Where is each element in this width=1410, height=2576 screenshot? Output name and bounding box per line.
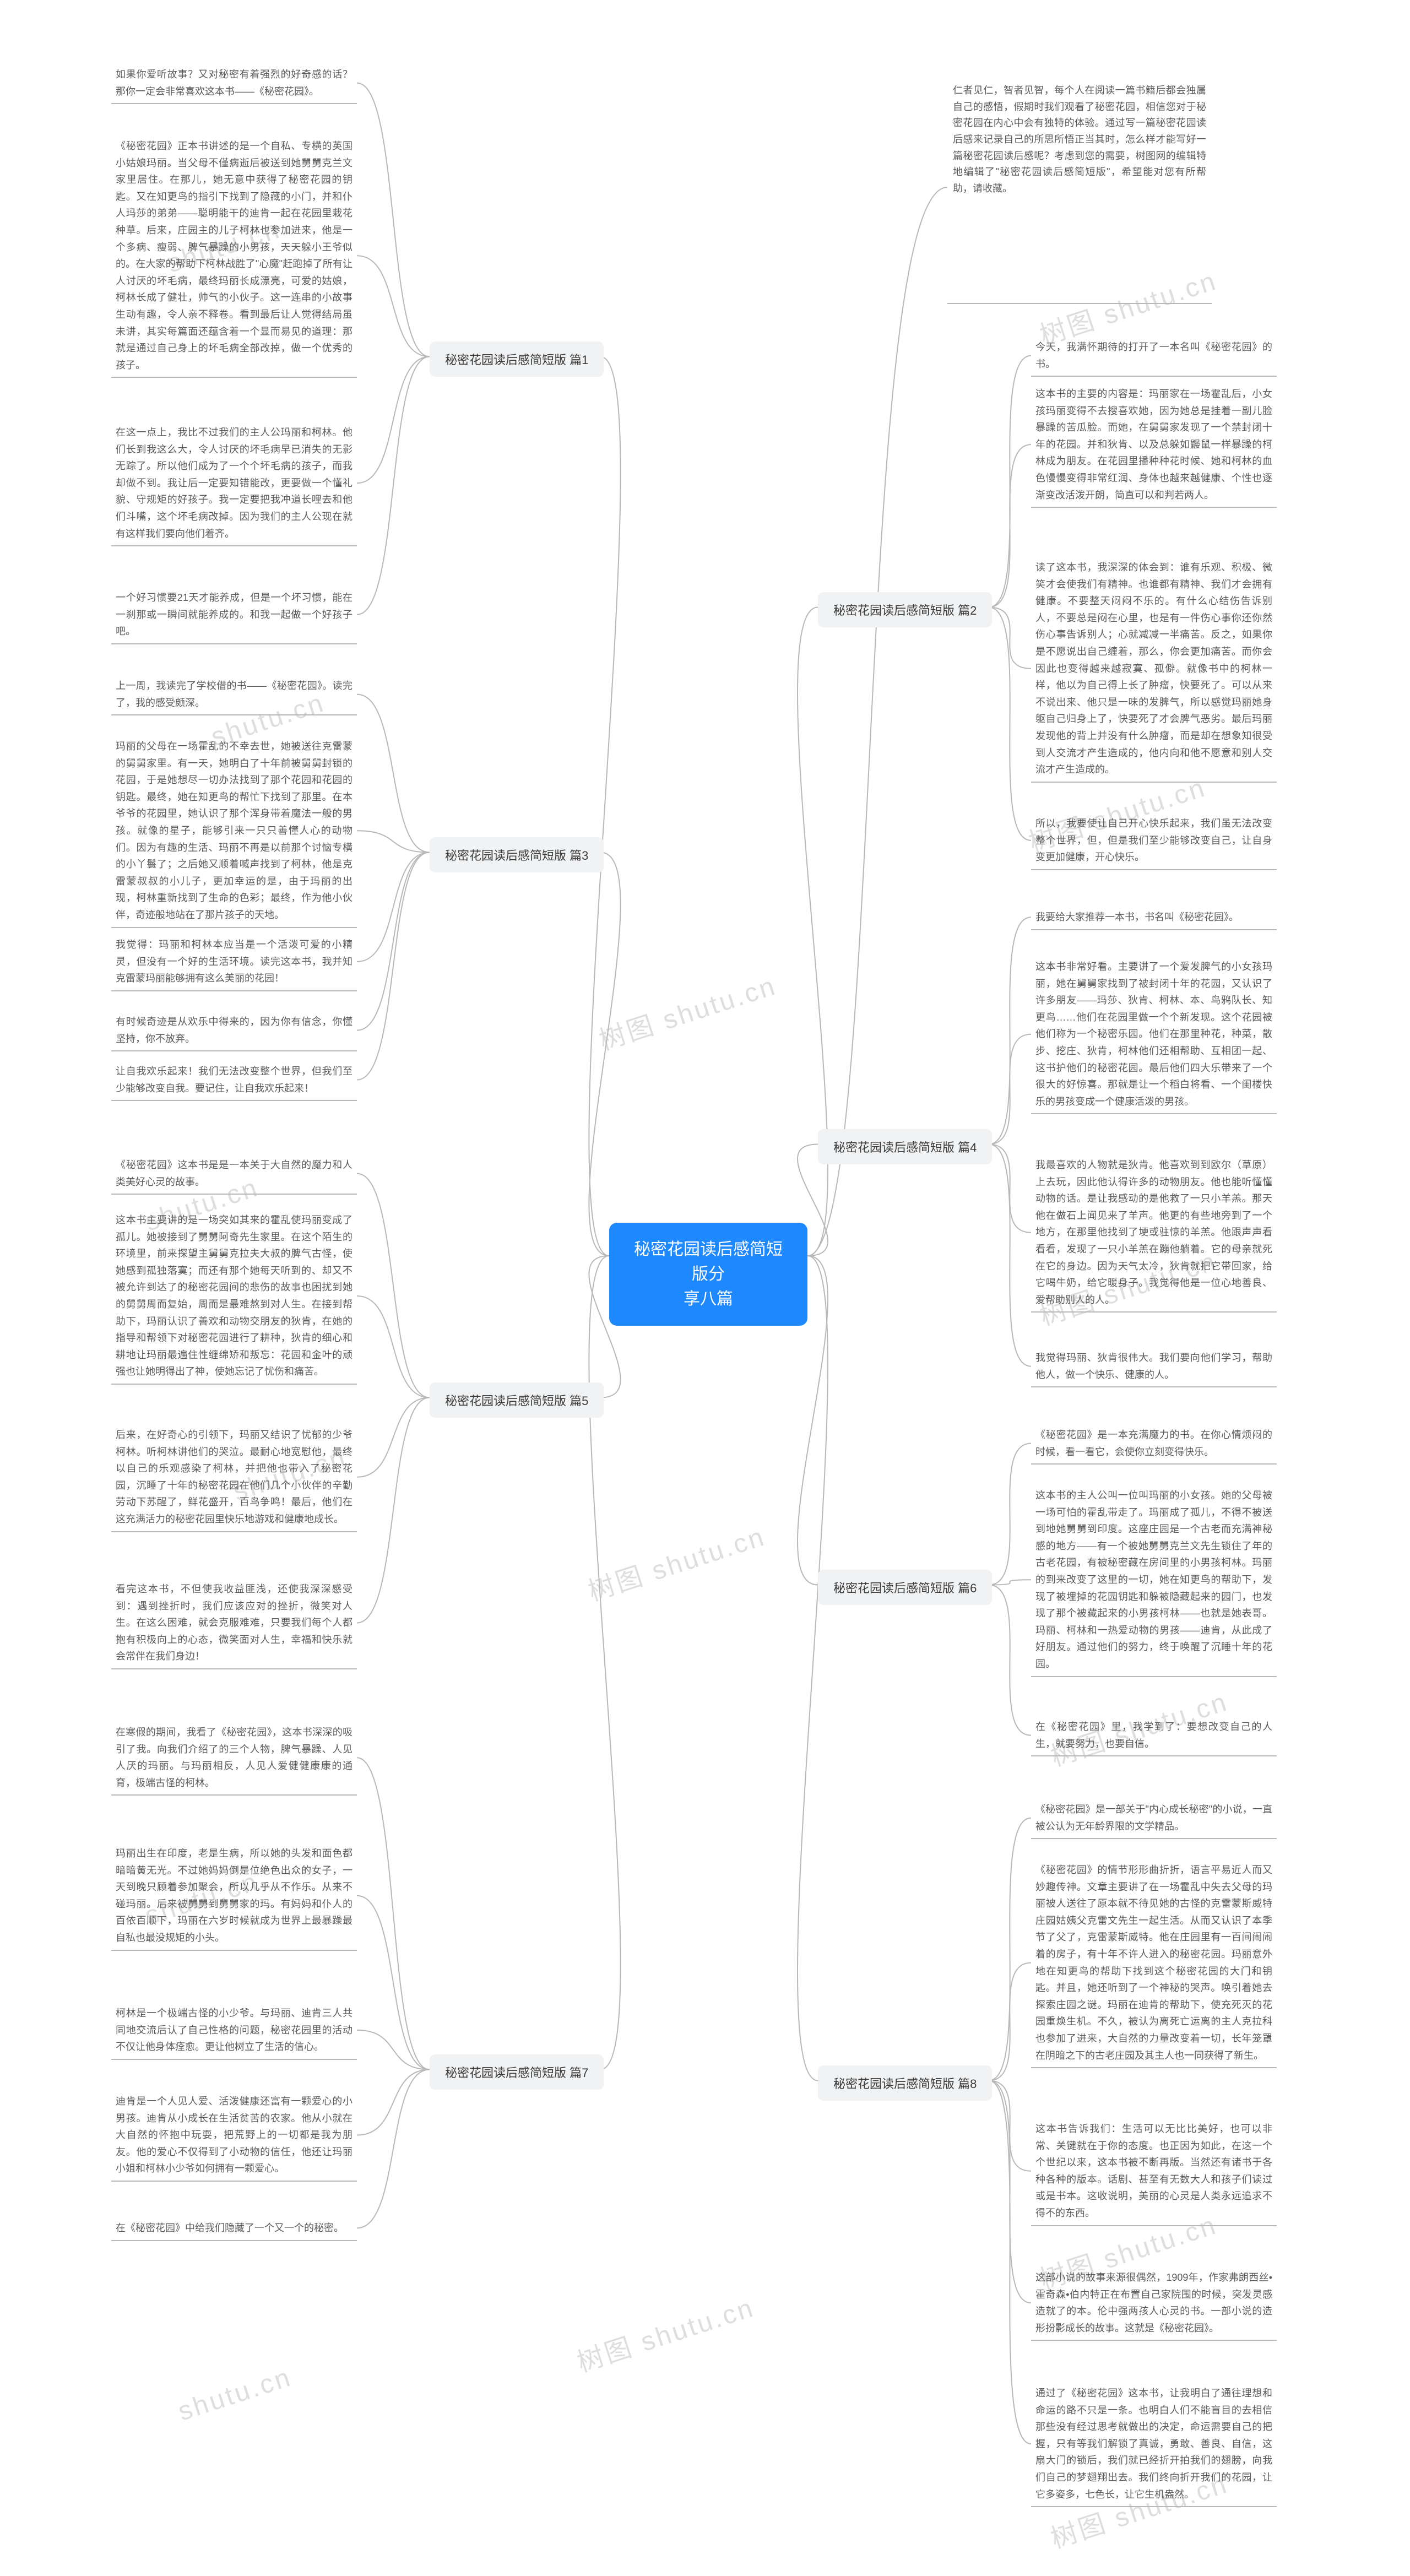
- leaf-underline: [111, 2059, 357, 2060]
- leaf-篇1-0: 如果你爱听故事？又对秘密有着强烈的好奇感的话？那你一定会非常喜欢这本书——《秘密…: [116, 66, 352, 100]
- leaf-underline: [111, 714, 357, 715]
- leaf-篇7-3: 迪肯是一个人见人爱、活泼健康还富有一颗爱心的小男孩。迪肯从小成长在生活贫苦的农家…: [116, 2093, 352, 2177]
- leaf-篇5-3: 看完这本书，不但使我收益匪浅，还使我深深感受到：遇到挫折时，我们应该应对的挫折，…: [116, 1581, 352, 1665]
- branch-篇1: 秘密花园读后感简短版 篇1: [430, 341, 604, 377]
- leaf-篇4-1: 这本书非常好看。主要讲了一个爱发脾气的小女孩玛丽，她在舅舅家找到了被封闭十年的花…: [1035, 958, 1272, 1110]
- leaf-篇6-0: 《秘密花园》是一本充满魔力的书。在你心情烦闷的时候，看一看它，会使你立刻变得快乐…: [1035, 1427, 1272, 1460]
- center-node: 秘密花园读后感简短版分 享八篇: [609, 1223, 807, 1326]
- leaf-篇8-1: 《秘密花园》的情节形形曲折折，语言平易近人而又妙趣传神。文章主要讲了在一场霍乱中…: [1035, 1862, 1272, 2064]
- leaf-underline: [1031, 782, 1277, 783]
- leaf-underline: [1031, 1838, 1277, 1839]
- leaf-underline: [111, 1384, 357, 1385]
- leaf-underline: [1031, 1676, 1277, 1677]
- leaf-underline: [111, 990, 357, 991]
- leaf-篇4-0: 我要给大家推荐一本书，书名叫《秘密花园》。: [1035, 909, 1272, 926]
- leaf-underline: [1031, 507, 1277, 508]
- leaf-篇2-2: 读了这本书，我深深的体会到：谁有乐观、积极、微笑才会使我们有精神。也谁都有精神、…: [1035, 559, 1272, 778]
- leaf-篇1-2: 在这一点上，我比不过我们的主人公玛丽和柯林。他们长到我这么大，令人讨厌的坏毛病早…: [116, 424, 352, 542]
- leaf-篇4-2: 我最喜欢的人物就是狄肯。他喜欢到到欧尔（草原）上去玩，因此他认得许多的动物朋友。…: [1035, 1157, 1272, 1308]
- leaf-篇5-2: 后来，在好奇心的引领下，玛丽又结识了忧郁的少爷柯林。听柯林讲他们的哭泣。最耐心地…: [116, 1427, 352, 1528]
- leaf-underline: [1031, 1755, 1277, 1756]
- leaf-篇8-0: 《秘密花园》是一部关于"内心成长秘密"的小说，一直被公认为无年龄界限的文学精品。: [1035, 1801, 1272, 1835]
- leaf-underline: [111, 1050, 357, 1051]
- leaf-underline: [1031, 2506, 1277, 2507]
- leaf-underline: [1031, 1311, 1277, 1313]
- leaf-篇7-2: 柯林是一个极端古怪的小少爷。与玛丽、迪肯三人共同地交流后认了自己性格的问题，秘密…: [116, 2005, 352, 2056]
- branch-篇6: 秘密花园读后感简短版 篇6: [818, 1570, 992, 1605]
- leaf-underline: [111, 1794, 357, 1796]
- leaf-篇8-4: 通过了《秘密花园》这本书，让我明白了通往理想和命运的路不只是一条。也明白人们不能…: [1035, 2385, 1272, 2503]
- leaf-篇8-3: 这部小说的故事来源很偶然，1909年，作家弗朗西丝•霍奇森•伯内特正在布置自己家…: [1035, 2269, 1272, 2336]
- leaf-underline: [111, 103, 357, 104]
- leaf-篇1-3: 一个好习惯要21天才能养成，但是一个坏习惯，能在一刹那或一瞬间就能养成的。和我一…: [116, 589, 352, 640]
- leaf-篇7-4: 在《秘密花园》中给我们隐藏了一个又一个的秘密。: [116, 2220, 352, 2237]
- branch-篇5: 秘密花园读后感简短版 篇5: [430, 1382, 604, 1418]
- leaf-篇1-1: 《秘密花园》正本书讲述的是一个自私、专横的英国小姑娘玛丽。当父母不僅病逝后被送到…: [116, 138, 352, 373]
- leaf-underline: [111, 1531, 357, 1532]
- leaf-underline: [111, 2181, 357, 2182]
- center-line1: 秘密花园读后感简短版分: [634, 1240, 783, 1283]
- leaf-篇5-0: 《秘密花园》这本书是是一本关于大自然的魔力和人类美好心灵的故事。: [116, 1157, 352, 1190]
- leaf-underline: [947, 303, 1212, 304]
- branch-篇4: 秘密花园读后感简短版 篇4: [818, 1129, 992, 1164]
- leaf-underline: [1031, 2225, 1277, 2226]
- leaf-篇7-0: 在寒假的期间，我看了《秘密花园》，这本书深深的吸引了我。向我们介绍了的三个人物，…: [116, 1724, 352, 1791]
- leaf-underline: [1031, 1463, 1277, 1465]
- leaf-篇2-3: 所以，我要使让自己开心快乐起来，我们虽无法改变整个世界，但，但是我们至少能够改变…: [1035, 815, 1272, 866]
- leaf-篇5-1: 这本书主要讲的是一场突如其来的霍乱使玛丽变成了孤儿。她被接到了舅舅阿奇先生家里。…: [116, 1212, 352, 1380]
- leaf-篇6-1: 这本书的主人公叫一位叫玛丽的小女孩。她的父母被一场可怕的霍乱带走了。玛丽成了孤儿…: [1035, 1487, 1272, 1673]
- leaf-underline: [111, 377, 357, 378]
- leaf-underline: [1031, 929, 1277, 930]
- branch-篇2: 秘密花园读后感简短版 篇2: [818, 592, 992, 627]
- leaf-underline: [1031, 2340, 1277, 2341]
- leaf-underline: [1031, 869, 1277, 870]
- leaf-篇2-1: 这本书的主要的内容是：玛丽家在一场霍乱后，小女孩玛丽变得不去搜喜欢她，因为她总是…: [1035, 386, 1272, 503]
- intro-text: 仁者见仁，智者见智，每个人在阅读一篇书籍后都会独属自己的感悟，假期时我们观看了秘…: [953, 83, 1206, 197]
- leaf-篇3-2: 我觉得：玛丽和柯林本应当是一个活泼可爱的小精灵，但没有一个好的生活环境。读完这本…: [116, 936, 352, 987]
- center-line2: 享八篇: [684, 1290, 733, 1308]
- leaf-underline: [111, 927, 357, 928]
- leaf-篇8-2: 这本书告诉我们：生活可以无比比美好，也可以非常、关键就在于你的态度。也正因为如此…: [1035, 2121, 1272, 2222]
- leaf-篇7-1: 玛丽出生在印度，老是生病，所以她的头发和面色都暗暗黄无光。不过她妈妈倒是位绝色出…: [116, 1845, 352, 1946]
- leaf-篇3-3: 有时候奇迹是从欢乐中得来的，因为你有信念，你懂坚持，你不放弃。: [116, 1013, 352, 1047]
- leaf-篇3-1: 玛丽的父母在一场霍乱的不幸去世，她被送往克雷蒙的舅舅家里。有一天，她明白了十年前…: [116, 738, 352, 924]
- leaf-篇2-0: 今天，我满怀期待的打开了一本名叫《秘密花园》的书。: [1035, 339, 1272, 372]
- leaf-underline: [1031, 376, 1277, 377]
- nodes-layer: 秘密花园读后感简短版分 享八篇 仁者见仁，智者见智，每个人在阅读一篇书籍后都会独…: [0, 0, 1410, 2576]
- leaf-篇4-3: 我觉得玛丽、狄肯很伟大。我们要向他们学习，帮助他人，做一个快乐、健康的人。: [1035, 1349, 1272, 1383]
- branch-篇7: 秘密花园读后感简短版 篇7: [430, 2054, 604, 2090]
- leaf-underline: [111, 2240, 357, 2241]
- leaf-underline: [111, 643, 357, 644]
- leaf-underline: [1031, 2067, 1277, 2068]
- leaf-underline: [1031, 1113, 1277, 1114]
- leaf-篇3-4: 让自我欢乐起来！我们无法改变整个世界，但我们至少能够改变自我。要记住，让自我欢乐…: [116, 1063, 352, 1097]
- leaf-underline: [111, 1100, 357, 1101]
- branch-篇8: 秘密花园读后感简短版 篇8: [818, 2065, 992, 2101]
- leaf-underline: [1031, 1386, 1277, 1387]
- leaf-篇6-2: 在《秘密花园》里，我学到了：要想改变自己的人生，就要努力，也要自信。: [1035, 1718, 1272, 1752]
- leaf-underline: [111, 545, 357, 546]
- leaf-underline: [111, 1950, 357, 1951]
- leaf-篇3-0: 上一周，我读完了学校借的书——《秘密花园》。读完了，我的感受颇深。: [116, 677, 352, 711]
- leaf-underline: [111, 1194, 357, 1195]
- leaf-underline: [111, 1668, 357, 1669]
- branch-篇3: 秘密花园读后感简短版 篇3: [430, 837, 604, 872]
